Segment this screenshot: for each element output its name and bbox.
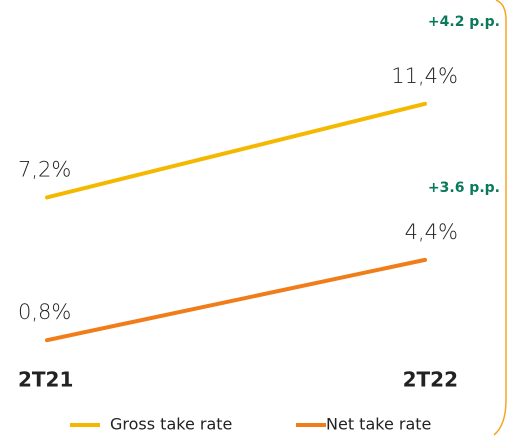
legend-label: Gross take rate xyxy=(110,415,232,434)
data-label: 4,4% xyxy=(405,220,458,244)
x-tick-label: 2T22 xyxy=(403,368,458,392)
x-tick-label: 2T21 xyxy=(18,368,73,392)
line xyxy=(45,257,427,343)
annotation: +4.2 p.p. xyxy=(428,14,500,30)
line xyxy=(45,101,427,200)
annotation: +3.6 p.p. xyxy=(428,180,500,196)
data-label: 7,2% xyxy=(18,157,71,181)
frame-border xyxy=(493,0,507,436)
legend-label: Net take rate xyxy=(326,415,431,434)
data-label: 0,8% xyxy=(18,300,71,324)
data-label: 11,4% xyxy=(391,64,458,88)
